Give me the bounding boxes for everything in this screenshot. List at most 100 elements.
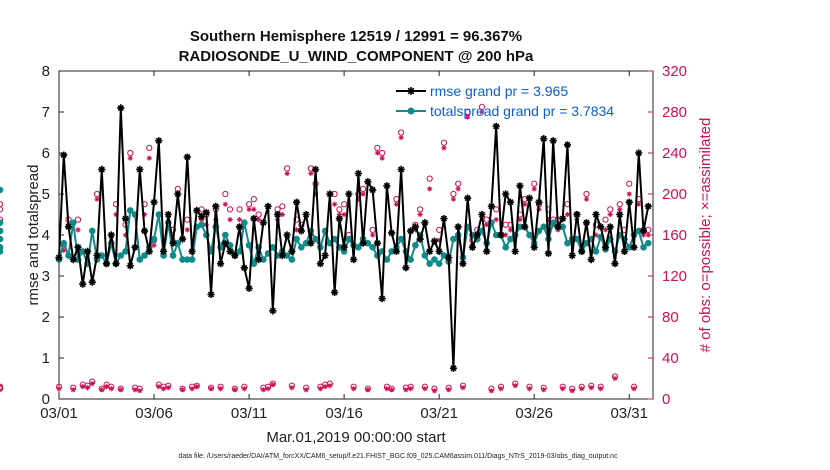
rmse-point xyxy=(511,247,519,255)
rmse-point xyxy=(98,165,106,173)
totalspread-point xyxy=(507,235,514,243)
obs-assimilated-point xyxy=(598,386,604,392)
totalspread-point xyxy=(260,256,267,263)
rmse-point xyxy=(369,186,377,194)
obs-assimilated-point xyxy=(222,201,228,207)
rmse-point xyxy=(212,202,220,210)
y-tick-label: 8 xyxy=(42,63,50,80)
obs-assimilated-point xyxy=(160,386,167,392)
obs-assimilated-point xyxy=(165,385,171,391)
rmse-point xyxy=(88,278,96,286)
obs-assimilated-point xyxy=(531,186,537,192)
rmse-point xyxy=(202,208,210,217)
rmse-point xyxy=(492,122,500,130)
totalspread-point xyxy=(407,256,414,263)
totalspread-point xyxy=(635,227,643,235)
obs-possible-point xyxy=(226,206,234,213)
rmse-point xyxy=(535,198,543,206)
obs-assimilated-point xyxy=(70,387,76,393)
rmse-point xyxy=(273,210,282,219)
obs-assimilated-point xyxy=(236,217,243,223)
totalspread-point xyxy=(0,227,4,235)
obs-assimilated-point xyxy=(450,196,457,202)
rmse-point xyxy=(140,227,149,235)
x-tick-label: 03/01 xyxy=(40,405,78,422)
rmse-point xyxy=(79,280,87,288)
y-tick-label: 6 xyxy=(42,145,50,162)
rmse-point xyxy=(69,256,77,264)
x-tick-label: 03/11 xyxy=(231,405,267,422)
obs-assimilated-point xyxy=(493,217,499,223)
totalspread-point xyxy=(69,219,77,226)
obs-assimilated-point xyxy=(370,232,376,238)
rmse-point xyxy=(312,165,320,173)
rmse-point xyxy=(592,210,600,219)
obs-possible-point xyxy=(0,385,4,392)
obs-assimilated-point xyxy=(460,385,466,391)
legend-rmse-star xyxy=(407,87,415,95)
totalspread-point xyxy=(88,227,96,235)
rmse-point xyxy=(601,243,610,251)
totalspread-point xyxy=(198,221,205,229)
obs-assimilated-point xyxy=(484,222,490,228)
rmse-point xyxy=(544,249,553,258)
rmse-point xyxy=(540,135,548,143)
totalspread-point xyxy=(364,239,372,247)
y2-tick-label: 200 xyxy=(662,186,687,203)
legend-rmse-marker xyxy=(407,87,415,95)
x-tick-label: 03/26 xyxy=(515,405,553,422)
rmse-point xyxy=(464,194,472,202)
rmse-point xyxy=(616,210,624,219)
obs-assimilated-point xyxy=(355,196,361,202)
obs-assimilated-point xyxy=(322,384,328,390)
rmse-point xyxy=(164,210,172,219)
rmse-point xyxy=(378,294,386,303)
rmse-point xyxy=(487,202,496,210)
obs-possible-point xyxy=(426,175,433,182)
rmse-point xyxy=(407,227,415,235)
obs-possible-point xyxy=(236,206,243,213)
rmse-point xyxy=(483,247,491,255)
obs-assimilated-point xyxy=(593,232,599,238)
rmse-point xyxy=(388,229,396,237)
rmse-point xyxy=(373,239,381,247)
totalspread-point xyxy=(184,256,191,263)
totalspread-point xyxy=(302,239,310,247)
rmse-point xyxy=(183,153,191,161)
rmse-point xyxy=(145,247,153,255)
totalspread-point xyxy=(117,252,125,259)
rmse-point xyxy=(193,206,201,214)
totalspread-point xyxy=(549,219,557,226)
totalspread-point xyxy=(236,248,243,255)
rmse-point xyxy=(364,178,372,186)
obs-assimilated-point xyxy=(89,381,95,387)
obs-assimilated-point xyxy=(564,211,571,218)
rmse-series xyxy=(55,104,652,372)
y-tick-label: 1 xyxy=(42,350,50,367)
obs-assimilated-point xyxy=(626,191,632,197)
obs-assimilated-point xyxy=(75,227,81,233)
totalspread-point xyxy=(559,223,567,231)
obs-possible-point xyxy=(493,206,500,213)
obs-assimilated-point xyxy=(227,217,233,223)
totalspread-point xyxy=(126,207,134,214)
rmse-point xyxy=(597,223,605,231)
rmse-point xyxy=(468,243,477,251)
legend-spread-label: totalspread grand pr = 3.7834 xyxy=(430,103,614,119)
rmse-point xyxy=(264,202,272,210)
rmse-point xyxy=(582,219,591,227)
obs-assimilated-point xyxy=(332,201,338,207)
obs-possible-point xyxy=(250,196,257,203)
obs-assimilated-point xyxy=(308,170,314,177)
obs-assimilated-point xyxy=(103,384,110,390)
obs-assimilated-point xyxy=(436,237,442,243)
obs-possible-point xyxy=(626,180,633,187)
rmse-point xyxy=(207,290,215,299)
rmse-point xyxy=(107,231,115,239)
obs-assimilated-point xyxy=(560,386,566,392)
totalspread-point xyxy=(492,231,500,239)
rmse-point xyxy=(639,227,648,235)
obs-assimilated-point xyxy=(303,387,309,393)
legend-spread-marker xyxy=(407,107,415,115)
rmse-point xyxy=(126,262,134,270)
